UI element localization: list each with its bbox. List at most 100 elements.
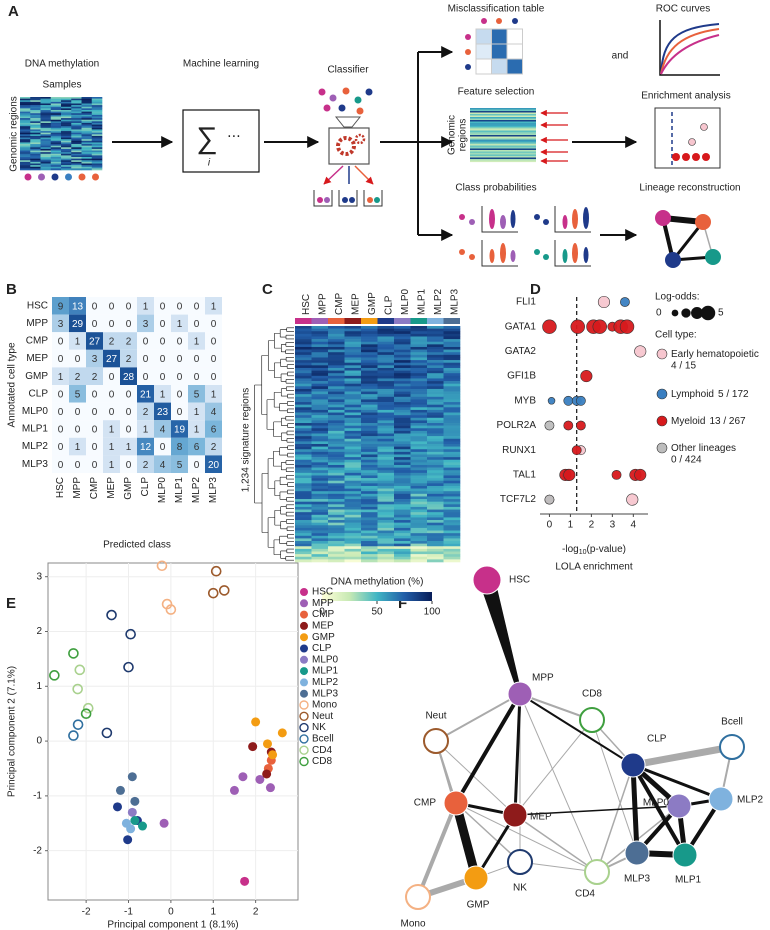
heatmap-texture-cell (394, 527, 411, 531)
heatmap-texture-cell (377, 551, 395, 555)
dendrogram-branch (286, 327, 294, 332)
x-tick-label: 4 (631, 520, 637, 531)
heatmap-texture-cell (443, 475, 461, 479)
heatmap-texture-cell (443, 328, 461, 332)
heatmap-texture-cell (311, 391, 329, 395)
heatmap-texture-cell (328, 530, 345, 534)
heatmap-texture-cell (427, 459, 444, 463)
icon-cell (91, 100, 103, 103)
icon-cell (61, 119, 72, 122)
icon-cell (81, 139, 93, 142)
x-tick-label: MLP0 (157, 477, 168, 504)
heatmap-texture-cell (344, 520, 362, 523)
dendrogram-branch (286, 497, 294, 502)
icon-cell (20, 126, 31, 129)
icon-cell (470, 108, 536, 110)
lineage-icon (655, 210, 721, 268)
icon-cell (50, 157, 62, 159)
heatmap-texture-cell (295, 457, 312, 461)
cell-label: 0 (58, 442, 64, 453)
heatmap-texture-cell (361, 444, 378, 447)
point (106, 609, 117, 621)
heatmap-texture-cell (377, 339, 395, 343)
dendrogram-branch (287, 489, 294, 495)
heatmap-texture-cell (377, 433, 395, 437)
cell-label: 0 (75, 425, 81, 436)
cell-label: 8 (177, 442, 183, 453)
icon-cell (30, 108, 41, 111)
cell-label: 0 (92, 407, 98, 418)
cell-label: 27 (89, 337, 101, 348)
icon-cell (40, 119, 52, 122)
icon-cell (91, 124, 103, 127)
heatmap-cell (52, 420, 69, 438)
icon-cell (50, 105, 62, 108)
icon-cell (61, 109, 72, 112)
heatmap-texture-cell (311, 378, 329, 382)
heatmap-cell (205, 367, 222, 385)
x-axis-label-part: -log (562, 544, 579, 555)
heatmap-texture-cell (361, 336, 378, 340)
icon-cell (470, 135, 536, 137)
heatmap-texture-cell (394, 541, 411, 544)
heatmap-texture-cell (410, 501, 428, 505)
heatmap-texture-cell (344, 451, 362, 455)
heatmap-texture-cell (295, 409, 312, 413)
heatmap-texture-cell (427, 520, 444, 523)
heatmap-texture-cell (344, 488, 362, 492)
heatmap-texture-cell (295, 535, 312, 539)
heatmap-texture-cell (410, 488, 428, 492)
cell-label: 0 (143, 337, 149, 348)
dendrogram-branch (273, 451, 282, 467)
heatmap-texture-cell (410, 328, 428, 332)
heatmap-texture-cell (361, 417, 378, 421)
heatmap-texture-cell (311, 331, 329, 335)
heatmap-cell (205, 349, 222, 368)
heatmap-texture-cell (394, 386, 411, 390)
cell-label: 0 (126, 301, 132, 312)
heatmap-texture-cell (295, 349, 312, 353)
network-node (719, 734, 745, 760)
panel-label: B (6, 281, 17, 298)
heatmap-texture-cell (311, 451, 329, 455)
heatmap-texture-cell (361, 428, 378, 432)
heatmap-texture-cell (344, 506, 362, 510)
heatmap-texture-cell (427, 541, 444, 544)
cell-label: 0 (194, 460, 200, 471)
icon-cell (40, 135, 52, 138)
heatmap-texture-cell (443, 383, 461, 387)
heatmap-texture-cell (394, 538, 411, 542)
heatmap-texture-cell (377, 394, 395, 398)
heatmap-texture-cell (344, 501, 362, 505)
x-tick-label: MPP (72, 477, 83, 499)
icon-cell (71, 142, 82, 145)
y-tick-label: 3 (36, 571, 42, 582)
cell-label: 0 (126, 319, 132, 330)
node-label: Neut (425, 711, 446, 722)
cell-label: 0 (177, 407, 183, 418)
network-edge (435, 693, 521, 742)
heatmap-cell (205, 297, 222, 315)
schematic-label: Samples (43, 80, 82, 91)
icon-cell (40, 114, 52, 117)
heatmap-texture-cell (361, 496, 378, 500)
heatmap-texture-cell (443, 520, 461, 523)
icon-cell (30, 97, 41, 99)
heatmap-texture-cell (344, 530, 362, 534)
heatmap-texture-cell (410, 512, 428, 516)
heatmap-texture-cell (328, 501, 345, 505)
icon-cell (61, 168, 72, 171)
heatmap-texture-cell (377, 381, 395, 384)
cell-label: 1 (126, 442, 132, 453)
icon-cell (71, 114, 82, 117)
icon-cell (470, 124, 536, 127)
heatmap-texture-cell (295, 491, 312, 495)
icon-cell (40, 152, 52, 155)
icon-cell (40, 129, 52, 132)
cell-label: 2 (75, 372, 81, 383)
heatmap-texture-cell (344, 373, 362, 377)
legend-swatch (300, 667, 308, 676)
legend-label: CLP (312, 643, 332, 654)
icon-cell (30, 129, 41, 132)
heatmap-texture-cell (328, 554, 345, 558)
